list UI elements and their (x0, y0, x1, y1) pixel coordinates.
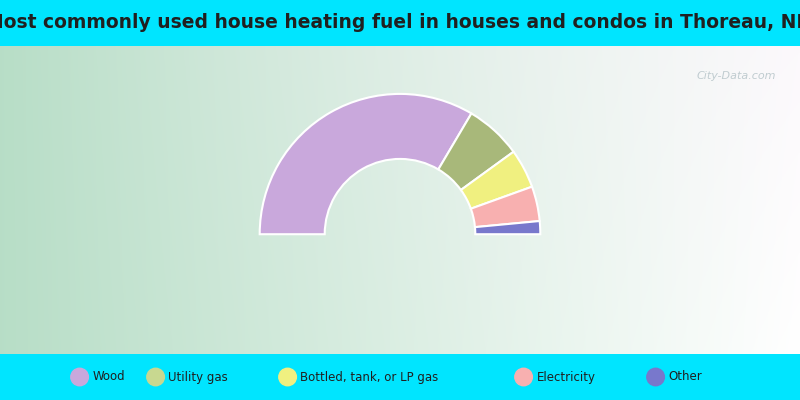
Ellipse shape (70, 368, 88, 386)
Wedge shape (461, 152, 532, 209)
Wedge shape (471, 187, 540, 227)
Wedge shape (475, 221, 540, 234)
Text: Electricity: Electricity (537, 370, 595, 384)
Ellipse shape (146, 368, 165, 386)
Text: Wood: Wood (92, 370, 125, 384)
Text: Most commonly used house heating fuel in houses and condos in Thoreau, NM: Most commonly used house heating fuel in… (0, 14, 800, 32)
Ellipse shape (515, 368, 533, 386)
Ellipse shape (278, 368, 296, 386)
Text: Other: Other (669, 370, 702, 384)
Ellipse shape (647, 368, 665, 386)
Text: Bottled, tank, or LP gas: Bottled, tank, or LP gas (301, 370, 438, 384)
Text: City-Data.com: City-Data.com (697, 71, 776, 81)
Wedge shape (438, 114, 514, 190)
Text: Utility gas: Utility gas (168, 370, 228, 384)
Wedge shape (260, 94, 471, 234)
